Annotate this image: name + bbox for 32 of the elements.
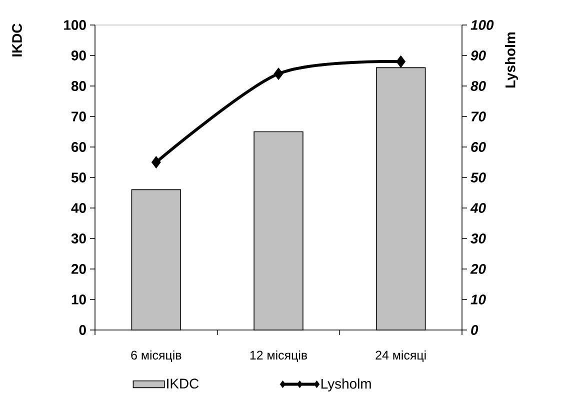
y2-tick-label: 10 (470, 294, 486, 304)
y-tick-label: 30 (71, 234, 86, 244)
y-tick-label: 70 (72, 112, 86, 122)
y2-tick-label: 70 (471, 112, 486, 122)
y-tick-label: 100 (64, 20, 86, 30)
y2-tick-label: 0 (471, 325, 478, 335)
point (151, 156, 161, 168)
y2-tick-label: 20 (470, 264, 486, 274)
y2-tick-label: 30 (470, 234, 486, 244)
y-tick-label: 10 (72, 294, 86, 304)
y-tick-label: 80 (71, 81, 86, 91)
point (274, 68, 284, 80)
y2-tick-label: 50 (470, 172, 486, 182)
y-tick-label: 60 (72, 142, 86, 152)
y-tick-label: 50 (71, 172, 86, 182)
y2-tick-label: 60 (471, 142, 486, 152)
legend-label: IKDC (167, 378, 199, 389)
y-tick-label: 40 (71, 203, 86, 213)
y2-tick-label: 90 (470, 50, 486, 60)
y-tick-label: 0 (79, 325, 86, 335)
y-tick-label: 90 (71, 50, 86, 60)
y-axis-title: IKDC (12, 24, 22, 56)
x-tick-label: 12 місяців (250, 350, 308, 362)
x-tick-label: 6 місяців (131, 350, 182, 362)
y-tick-label: 20 (71, 264, 86, 274)
legend-label: Lysholm (322, 378, 371, 392)
y2-tick-label: 80 (470, 81, 486, 91)
x-tick-label: 24 місяці (376, 350, 426, 362)
point (396, 55, 406, 68)
y2-tick-label: 40 (470, 203, 486, 213)
y2-axis-title: Lysholm (505, 32, 518, 88)
y2-tick-label: 100 (470, 20, 494, 30)
